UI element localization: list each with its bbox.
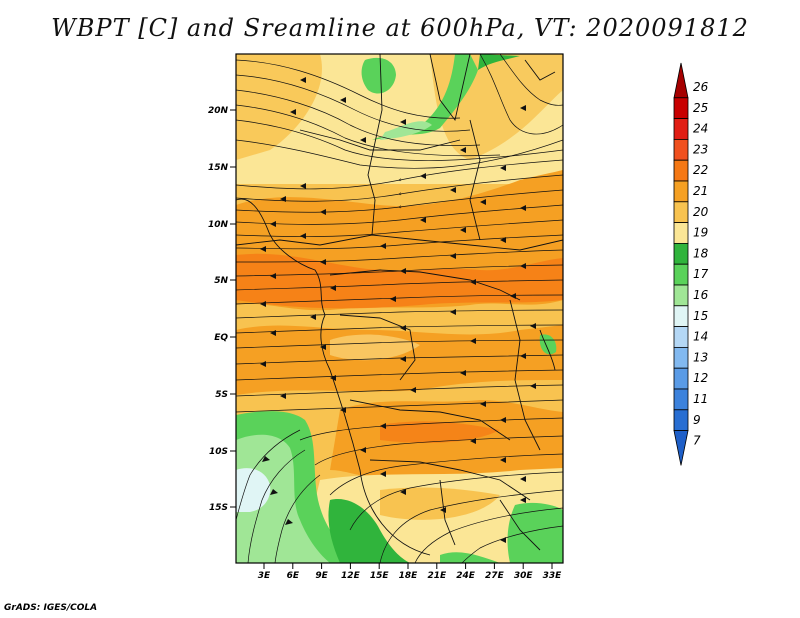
lat-label: 5N (214, 276, 228, 286)
legend-label: 17 (693, 267, 709, 281)
legend-swatch (673, 305, 689, 327)
lon-label: 18E (399, 571, 419, 581)
legend-label: 16 (693, 288, 709, 302)
legend-swatch (673, 62, 689, 99)
legend-label: 18 (693, 246, 709, 260)
legend-swatch (673, 346, 689, 369)
lon-label: 6E (287, 571, 300, 581)
map-title: WBPT [C] and Sreamline at 600hPa, VT: 20… (51, 14, 749, 42)
lat-label: 15N (208, 163, 229, 173)
lat-label: 10N (208, 220, 229, 230)
lat-label: 10S (209, 447, 228, 457)
lon-label: 21E (427, 571, 447, 581)
lon-label: 30E (514, 571, 534, 581)
longitude-axis: 3E 6E 9E 12E 15E 18E 21E 24E 27E 30E 33E (258, 563, 562, 581)
legend-label: 22 (693, 163, 708, 177)
lat-label: 5S (215, 390, 228, 400)
lat-label: 20N (208, 106, 229, 116)
color-legend: 26 25 24 23 22 21 20 19 18 17 16 15 14 13 12 11 9 7 (673, 62, 709, 466)
lon-label: 9E (315, 571, 328, 581)
legend-swatch (673, 138, 689, 161)
legend-swatch (673, 284, 689, 307)
legend-label: 15 (693, 309, 708, 323)
legend-label: 24 (693, 122, 708, 136)
legend-label: 13 (693, 350, 708, 364)
lon-label: 27E (485, 571, 505, 581)
streamlines (236, 54, 563, 563)
lat-label: EQ (214, 333, 228, 343)
legend-label: 12 (693, 371, 708, 385)
country-borders (236, 54, 563, 556)
legend-label: 9 (693, 413, 701, 427)
lon-label: 33E (543, 571, 563, 581)
legend-swatch (673, 263, 689, 286)
lon-label: 3E (258, 571, 271, 581)
lat-label: 15S (209, 503, 228, 513)
latitude-axis: 20N 15N 10N 5N EQ 5S 10S 15S (208, 106, 236, 513)
legend-label: 21 (693, 184, 708, 198)
legend-swatch (673, 430, 689, 466)
legend-label: 20 (693, 205, 709, 219)
lon-label: 15E (370, 571, 390, 581)
legend-swatch (673, 388, 689, 411)
lon-label: 12E (341, 571, 361, 581)
legend-swatch (673, 118, 689, 140)
legend-label: 25 (693, 101, 708, 115)
legend-swatch (673, 326, 689, 348)
streamline-arrows (260, 77, 536, 543)
map-frame (235, 53, 564, 564)
legend-swatch (673, 242, 689, 265)
legend-label: 7 (693, 434, 701, 448)
wbpt-field (236, 54, 563, 563)
legend-label: 23 (693, 142, 708, 156)
legend-label: 26 (693, 80, 709, 94)
grads-credit: GrADS: IGES/COLA (4, 603, 98, 613)
legend-swatch (673, 201, 689, 224)
lon-label: 24E (456, 571, 476, 581)
legend-swatch (673, 159, 689, 182)
legend-label: 19 (693, 226, 708, 240)
legend-label: 11 (693, 392, 708, 406)
legend-swatch (673, 97, 689, 120)
legend-label: 14 (693, 330, 708, 344)
legend-swatch (673, 222, 689, 244)
legend-swatch (673, 180, 689, 203)
legend-swatch (673, 367, 689, 390)
legend-swatch (673, 409, 689, 431)
